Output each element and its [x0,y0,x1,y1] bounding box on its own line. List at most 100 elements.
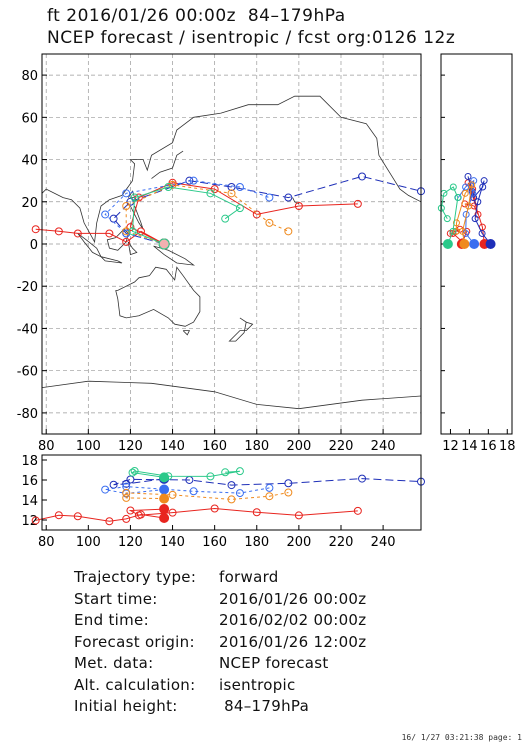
bottom-trajectory-point [227,495,236,504]
trajectory-point [206,189,215,198]
height-trajectory-point [470,194,478,202]
coastline [153,245,196,266]
bottom-trajectory-point [130,467,139,476]
trajectory-point [126,223,135,232]
bottom-trajectory-point [122,493,131,502]
trajectory-point [353,199,362,208]
trajectory-point [210,185,219,194]
trajectory-point [221,214,230,223]
bottom-trajectory-point [122,479,131,488]
height-trajectory-point [465,202,473,210]
height-panel: 12 14 16 18 [437,53,516,454]
bottom-x-tick-label: 80 [38,535,55,550]
trajectory-plot: 80 100 120 140 160 180 200 220 240806040200-20-4… [17,53,516,550]
bottom-y-tick-label: 12 [21,514,38,529]
trajectory-point [265,218,274,227]
info-row: Initial height: 84–179hPa [74,697,310,715]
bottom-trajectory-line [35,513,165,522]
chart-title: ft 2016/01/26 00:00z 84–179hPa [47,6,346,26]
bottom-trajectory-point [265,492,274,501]
trajectory-point [164,183,173,191]
height-trajectory-point [468,181,476,189]
bottom-trajectory-line [131,470,240,478]
right-frame [440,53,513,435]
bottom-frame [41,454,422,531]
chart-subtitle: NCEP forecast / isentropic / fcst org:01… [47,28,456,48]
coastline [77,233,102,258]
info-row: Met. data: NCEP forecast [74,654,329,672]
bottom-trajectory-point [168,490,177,499]
bottom-trajectory-point [353,506,362,515]
height-trajectory-point [471,215,479,223]
bottom-trajectory-point [159,484,170,495]
coastline [41,95,422,244]
trajectory-point [122,202,131,210]
bottom-trajectory-line [125,492,289,500]
height-trajectory-point [454,194,462,202]
info-row: Trajectory type: forward [74,568,279,586]
height-trajectory-point [443,215,451,223]
trajectory-point [235,183,244,191]
map-x-tick-label: 160 [202,439,227,454]
right-x-tick-label: 12 [442,439,459,454]
map-y-tick-label: 80 [21,69,38,84]
map-x-tick-label: 100 [76,439,101,454]
bottom-trajectory-point [105,517,114,526]
bottom-trajectory-line [128,507,358,516]
trajectory-point [31,225,40,234]
map-y-tick-label: -80 [17,407,38,422]
map-y-tick-label: -40 [17,322,38,337]
map-y-tick-label: -20 [17,280,38,295]
trajectory-point [284,193,293,202]
info-row: Alt. calculation: isentropic [74,675,296,694]
bottom-trajectory-point [31,516,40,525]
trajectory-point [284,227,293,236]
bottom-trajectory-point [126,506,135,515]
coastline [100,256,123,264]
bottom-trajectory-point [227,481,236,490]
bottom-trajectory-point [206,472,215,481]
trajectory-point [130,193,139,202]
map-panel: 80 100 120 140 160 180 200 220 240806040200-20-4… [17,53,425,454]
trajectory-line [104,180,270,245]
bottom-x-tick-label: 240 [371,535,396,550]
trajectory-point [101,210,110,219]
height-trajectory-point [474,198,482,206]
right-x-tick-label: 14 [461,439,478,454]
bottom-trajectory-point [168,508,177,517]
height-trajectory-point [449,183,457,191]
bottom-trajectory-point [159,472,170,483]
map-frame [41,53,422,435]
height-trajectory-point [469,189,477,197]
coastline [115,266,201,327]
map-y-tick-label: 60 [21,111,38,126]
trajectory-point [54,227,63,236]
bottom-trajectory-point [101,485,110,494]
trajectory-point [227,183,236,191]
height-trajectory-point [449,227,457,235]
bottom-x-tick-label: 200 [286,535,311,550]
bottom-trajectory-point [122,482,131,491]
bottom-trajectory-point [265,483,274,492]
height-trajectory-point [485,239,496,249]
footer-timestamp: 16/ 1/27 03:21:38 page: 1 [401,733,522,742]
coastline [228,317,254,342]
map-y-tick-label: 0 [30,238,38,253]
trajectory-line [129,182,358,245]
trajectory-info: Trajectory type: forward Start time: 2016/… [74,568,366,719]
trajectory-point [128,227,137,236]
info-row: Start time: 2016/01/26 00:00z [74,589,367,608]
trajectory-point [185,176,194,185]
trajectory-point [122,189,131,198]
trajectory-point [122,237,131,246]
bottom-trajectory-point [73,512,82,521]
bottom-trajectory-point [128,468,137,477]
bottom-x-tick-label: 120 [118,535,143,550]
map-x-tick-label: 80 [38,439,55,454]
trajectory-point [168,180,177,189]
bottom-y-tick-label: 16 [21,474,38,489]
trajectory-point [158,238,170,250]
bottom-trajectory-point [122,488,131,497]
bottom-y-tick-label: 18 [21,454,38,469]
height-trajectory-line [455,183,473,245]
